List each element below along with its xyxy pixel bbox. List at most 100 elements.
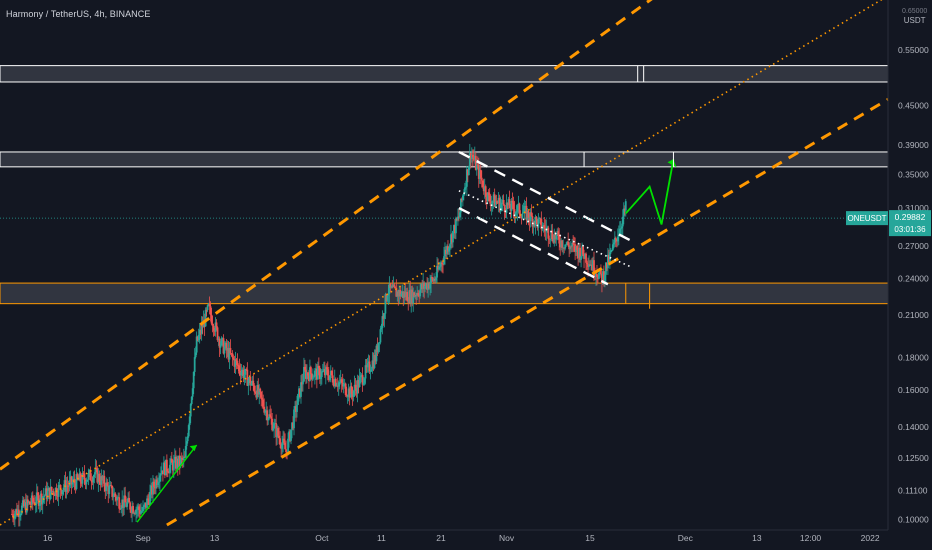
candle-body [413,292,416,297]
candle [570,245,573,253]
candle [616,228,619,247]
candle-body [486,192,489,202]
candle [360,373,363,383]
candle-body [443,256,445,264]
candle [352,389,355,402]
candle-body [342,383,345,387]
candle-body [118,497,121,509]
candle [264,408,267,416]
candle [262,394,265,409]
candle-body [514,212,517,215]
candle-body [164,459,167,476]
candle-body [472,157,475,160]
candle [579,243,581,263]
candle [270,408,273,425]
candle-body [116,497,119,501]
candle-body [239,370,242,376]
candle-body [199,329,202,334]
candle [380,323,383,333]
candle [398,285,401,304]
candle-body [309,367,311,382]
candle [130,507,133,518]
candle [342,378,345,394]
candle-body [577,249,579,258]
candle-body [388,283,391,294]
candle-body [172,460,175,471]
candle [167,467,170,474]
candle [159,473,161,491]
trend-line-1 [0,0,883,526]
candle [247,377,250,396]
candle [105,477,108,497]
candle [439,261,441,271]
candle-body [162,462,165,475]
candle [81,467,84,488]
candle [25,494,28,515]
candle [14,508,17,519]
candle [135,506,137,522]
candle-body [511,200,514,203]
candle-body [418,295,421,297]
candle [150,477,152,501]
candle [127,492,130,504]
candle [434,276,436,284]
price-tick-label: 0.39000 [898,140,929,150]
candle [176,455,179,476]
candle [13,510,16,528]
candle-body [266,410,269,421]
candle-body [605,262,607,275]
candle [386,293,389,303]
candle [37,492,40,510]
candle [401,284,404,299]
candle-body [196,336,199,341]
candle [365,358,368,373]
candle [457,208,459,226]
candle [575,245,578,256]
candle-body [252,380,255,386]
candle-body [138,506,140,511]
candle-body [180,457,183,459]
candle-body [109,485,112,486]
candle-body [615,239,618,242]
candle [181,455,184,468]
candle-body [152,481,154,495]
candle-body [522,211,525,214]
candle-body [111,485,114,497]
candle [294,401,296,418]
candle [348,386,351,406]
candle [291,422,293,439]
candle [611,239,614,252]
time-tick-label: Sep [135,533,150,543]
candle-body [159,475,161,482]
candle-body [271,418,274,431]
candle-body [258,388,261,395]
candle-body [165,459,168,472]
candle-body [579,247,581,260]
candle [240,364,243,380]
candle-body [465,169,468,187]
candle [187,423,190,438]
trend-lines [0,0,889,527]
candle [402,291,405,307]
candle-body [359,375,362,378]
candle [395,279,398,297]
candle [423,280,426,299]
candle-body [589,264,591,266]
candle [24,493,27,515]
candle [238,358,241,377]
candle [585,252,587,271]
candle [170,451,173,463]
last-price-badge [889,210,931,237]
candle-body [542,225,545,229]
candle [60,489,63,496]
candle [253,383,256,396]
candle [117,492,120,499]
candle [345,386,348,398]
candle-body [67,485,70,487]
candle-body [381,316,384,328]
candle [364,359,367,385]
candle [498,194,501,213]
candle-body [543,225,546,229]
candle-body [456,218,458,220]
